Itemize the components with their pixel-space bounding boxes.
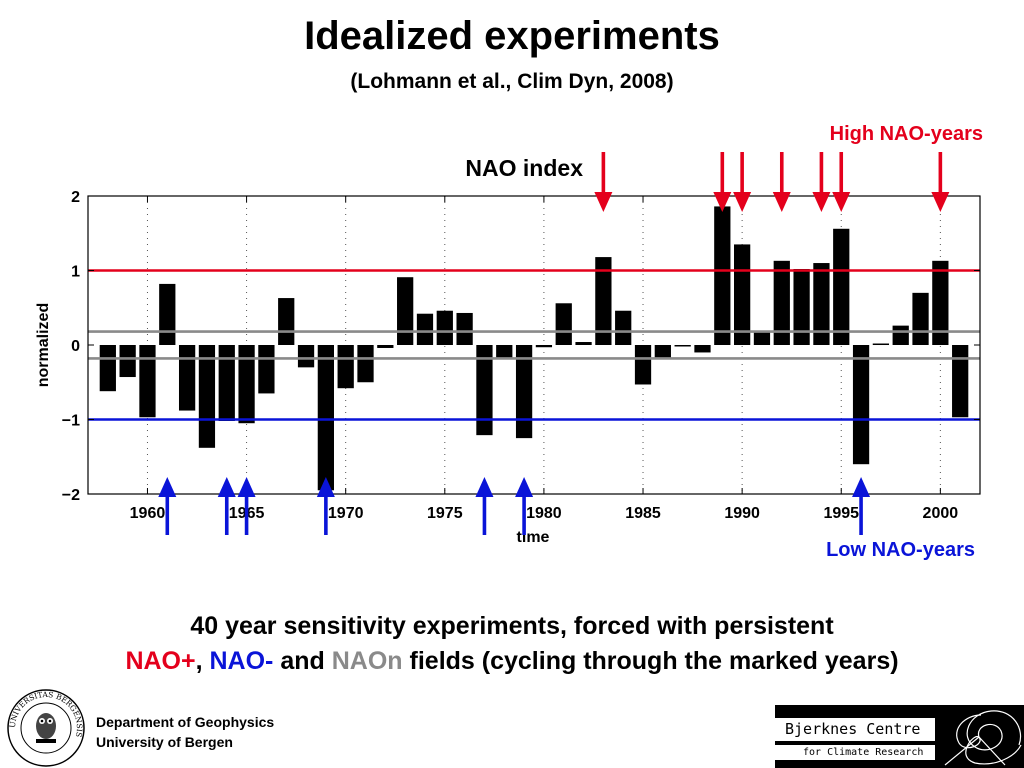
caption-nao-minus: NAO- — [209, 647, 274, 675]
bar-1999 — [912, 292, 929, 345]
caption-separator: , — [195, 647, 203, 675]
high-nao-years-label: High NAO-years — [830, 123, 983, 145]
x-tick-label-1985: 1985 — [625, 505, 661, 522]
caption-and: and — [280, 647, 325, 675]
x-tick-label-1995: 1995 — [823, 505, 859, 522]
bar-1962 — [178, 345, 196, 411]
bar-1974 — [416, 313, 434, 345]
bar-1992 — [773, 260, 790, 345]
plot-area — [88, 196, 980, 494]
y-axis-label: normalized — [35, 303, 52, 387]
bar-1966 — [258, 345, 275, 394]
high-nao-arrow-1989 — [713, 192, 732, 212]
swirl-icon — [944, 710, 1022, 766]
bar-2000 — [932, 260, 949, 345]
x-tick-label-1960: 1960 — [130, 505, 166, 522]
caption-line-2: NAO+, NAO- and NAOn fields (cycling thro… — [0, 647, 1024, 676]
bar-1982 — [575, 342, 592, 345]
y-tick-label-3: −1 — [62, 413, 80, 430]
y-tick-label-2: 0 — [71, 338, 80, 355]
low-nao-arrow-1979 — [515, 477, 534, 497]
x-tick-label-2000: 2000 — [923, 505, 959, 522]
bar-1978 — [496, 345, 513, 358]
bar-1961 — [159, 283, 176, 345]
bar-1993 — [793, 269, 810, 345]
caption-nao-plus: NAO+ — [125, 647, 196, 675]
bar-1980 — [535, 345, 553, 348]
bar-1984 — [615, 310, 632, 345]
x-tick-label-1990: 1990 — [724, 505, 760, 522]
bar-1963 — [198, 345, 216, 448]
university-name: University of Bergen — [96, 734, 233, 750]
bar-1973 — [397, 277, 414, 345]
bar-1987 — [674, 345, 691, 347]
caption-line-1: 40 year sensitivity experiments, forced … — [0, 612, 1024, 641]
bar-1994 — [813, 263, 830, 345]
low-nao-arrow-1964 — [217, 477, 236, 497]
bar-1989 — [714, 206, 731, 345]
bar-1979 — [515, 345, 533, 439]
low-nao-years-label: Low NAO-years — [826, 539, 975, 561]
bar-1969 — [317, 345, 334, 491]
bar-1960 — [139, 345, 156, 418]
bar-1967 — [278, 298, 295, 345]
low-nao-arrow-1965 — [237, 477, 256, 497]
bar-1970 — [337, 345, 354, 389]
y-tick-label-4: −2 — [62, 487, 80, 504]
bjerknes-centre-logo: Bjerknes Centre for Climate Research — [775, 705, 1024, 768]
bar-1965 — [238, 345, 255, 424]
bar-1995 — [833, 228, 850, 345]
bar-1968 — [297, 345, 315, 368]
x-tick-label-1980: 1980 — [526, 505, 562, 522]
bar-1958 — [99, 345, 116, 392]
high-nao-arrow-1994 — [812, 192, 831, 212]
bjerknes-centre-name: Bjerknes Centre — [775, 718, 935, 741]
bar-1990 — [734, 244, 751, 345]
high-nao-arrow-1992 — [772, 192, 791, 212]
bar-1971 — [357, 345, 374, 383]
low-nao-arrow-1969 — [316, 477, 335, 497]
high-nao-arrow-1983 — [594, 192, 613, 212]
bar-1964 — [218, 345, 235, 421]
nao-index-chart: NAO index High NAO-years Low NAO-years t… — [35, 123, 983, 561]
bar-1983 — [595, 257, 612, 345]
high-nao-arrow-1995 — [832, 192, 851, 212]
bar-1972 — [377, 345, 394, 348]
bar-1996 — [852, 345, 870, 465]
slide-title: Idealized experiments — [304, 14, 720, 58]
caption-text: 40 year sensitivity experiments, forced … — [190, 612, 834, 640]
bar-2001 — [952, 345, 969, 418]
bar-1985 — [634, 345, 652, 385]
bar-1986 — [654, 345, 671, 358]
caption-rest: fields (cycling through the marked years… — [409, 647, 899, 675]
bar-1988 — [694, 345, 711, 353]
bar-1991 — [753, 331, 771, 345]
bar-1959 — [119, 345, 136, 378]
university-seal-logo: UNIVERSITAS BERGENSIS — [7, 689, 85, 767]
x-axis-label: time — [517, 529, 550, 546]
bar-1981 — [555, 303, 572, 345]
high-nao-arrow-2000 — [931, 192, 950, 212]
chart-title: NAO index — [465, 155, 583, 181]
bar-1975 — [436, 310, 453, 345]
low-nao-arrow-1961 — [158, 477, 177, 497]
bar-1977 — [476, 345, 493, 436]
bar-1976 — [456, 312, 473, 345]
bar-1998 — [892, 325, 909, 345]
y-tick-label-0: 2 — [71, 189, 80, 206]
department-name: Department of Geophysics — [96, 714, 275, 730]
x-tick-label-1970: 1970 — [328, 505, 364, 522]
low-nao-arrow-1996 — [852, 477, 871, 497]
low-nao-arrow-1977 — [475, 477, 494, 497]
bjerknes-centre-subtitle: for Climate Research — [775, 745, 935, 760]
bar-1997 — [872, 343, 890, 346]
slide-subtitle: (Lohmann et al., Clim Dyn, 2008) — [350, 70, 674, 93]
high-nao-arrow-1990 — [733, 192, 752, 212]
y-tick-label-1: 1 — [71, 264, 80, 281]
caption-nao-n: NAOn — [331, 647, 403, 675]
x-tick-label-1975: 1975 — [427, 505, 463, 522]
